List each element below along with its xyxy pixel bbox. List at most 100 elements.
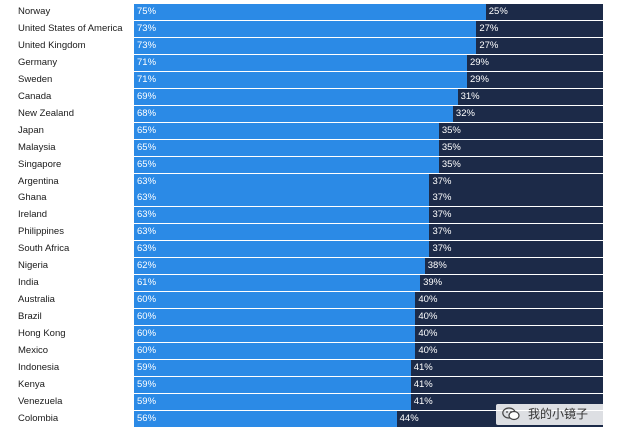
bar-segment-series-2 <box>420 275 603 292</box>
category-label: Malaysia <box>18 141 56 153</box>
bar-segment-series-2 <box>485 4 603 20</box>
chart-row: Germany 71% 29% <box>0 54 640 71</box>
chart-row: Malaysia 65% 35% <box>0 139 640 156</box>
bar-segment-series-1 <box>134 258 425 275</box>
watermark-text: 我的小镜子 <box>528 407 589 421</box>
category-label: Norway <box>18 6 51 17</box>
data-label-series-1: 71% <box>137 56 157 68</box>
category-label: Japan <box>18 124 44 136</box>
bar-segment-series-2 <box>415 292 603 309</box>
bar-segment-series-1 <box>134 292 416 309</box>
category-label: Philippines <box>18 226 64 238</box>
data-label-series-2: 37% <box>432 226 452 238</box>
category-label: Colombia <box>18 412 59 424</box>
chart-row: Indonesia 59% 41% <box>0 359 640 376</box>
category-label: Hong Kong <box>18 328 66 340</box>
category-label: United Kingdom <box>18 39 86 51</box>
category-label: Canada <box>18 90 52 102</box>
data-label-series-1: 63% <box>137 175 157 187</box>
chart-row: Japan 65% 35% <box>0 122 640 139</box>
data-label-series-1: 60% <box>137 311 157 323</box>
chart-row: India 61% 39% <box>0 275 640 292</box>
data-label-series-2: 41% <box>413 361 433 373</box>
bar-segment-series-2 <box>438 156 603 173</box>
data-label-series-2: 29% <box>469 73 489 85</box>
category-label: Australia <box>18 294 55 306</box>
chart-row: Brazil 60% 40% <box>0 309 640 326</box>
chart-row: Norway 75% 25% <box>0 4 640 20</box>
data-label-series-1: 62% <box>137 260 157 272</box>
category-label: Brazil <box>18 311 42 323</box>
data-label-series-2: 41% <box>413 378 433 390</box>
chart-row: United Kingdom 73% 27% <box>0 37 640 54</box>
chart-row: Canada 69% 31% <box>0 88 640 105</box>
bar-segment-series-2 <box>457 88 603 105</box>
data-label-series-1: 73% <box>137 22 157 34</box>
data-label-series-2: 35% <box>441 158 461 170</box>
data-label-series-1: 56% <box>137 412 157 424</box>
data-label-series-1: 63% <box>137 243 157 255</box>
data-label-series-2: 25% <box>488 6 508 17</box>
bar-segment-series-2 <box>476 20 603 37</box>
bar-segment-series-2 <box>429 173 603 190</box>
chart-row: Philippines 63% 37% <box>0 224 640 241</box>
bar-segment-series-1 <box>134 20 477 37</box>
data-label-series-2: 37% <box>432 243 452 255</box>
bar-segment-series-2 <box>438 122 603 139</box>
data-label-series-1: 59% <box>137 361 157 373</box>
data-label-series-2: 29% <box>469 56 489 68</box>
bar-segment-series-1 <box>134 326 416 343</box>
data-label-series-1: 63% <box>137 192 157 204</box>
bar-segment-series-1 <box>134 156 439 173</box>
bar-segment-series-2 <box>415 343 603 359</box>
bar-segment-series-2 <box>415 326 603 343</box>
chart-row: Sweden 71% 29% <box>0 71 640 88</box>
category-label: Kenya <box>18 378 45 390</box>
bar-segment-series-1 <box>134 54 467 71</box>
category-label: Nigeria <box>18 260 49 272</box>
bar-segment-series-1 <box>134 309 416 326</box>
bar-segment-series-2 <box>466 54 603 71</box>
bar-segment-series-1 <box>134 4 486 20</box>
data-label-series-1: 63% <box>137 226 157 238</box>
bar-segment-series-2 <box>415 309 603 326</box>
bar-segment-series-2 <box>429 241 603 258</box>
bar-segment-series-1 <box>134 376 411 393</box>
data-label-series-1: 60% <box>137 294 157 306</box>
data-label-series-2: 37% <box>432 209 452 221</box>
data-label-series-1: 73% <box>137 39 157 51</box>
bar-segment-series-1 <box>134 105 453 122</box>
chart-row: Singapore 65% 35% <box>0 156 640 173</box>
data-label-series-1: 65% <box>137 141 157 153</box>
category-label: Singapore <box>18 158 62 170</box>
data-label-series-1: 69% <box>137 90 157 102</box>
category-label: United States of America <box>18 22 123 34</box>
data-label-series-2: 38% <box>427 260 447 272</box>
data-label-series-1: 75% <box>137 6 157 17</box>
data-label-series-2: 27% <box>479 22 499 34</box>
bar-segment-series-1 <box>134 224 430 241</box>
category-label: Argentina <box>18 175 59 187</box>
wechat-icon <box>502 407 520 421</box>
category-label: Germany <box>18 56 58 68</box>
bar-segment-series-1 <box>134 88 458 105</box>
bar-segment-series-1 <box>134 410 397 427</box>
data-label-series-2: 39% <box>423 277 443 289</box>
data-label-series-1: 60% <box>137 328 157 340</box>
chart-row: Nigeria 62% 38% <box>0 258 640 275</box>
bar-segment-series-1 <box>134 190 430 207</box>
data-label-series-2: 40% <box>418 311 438 323</box>
data-label-series-1: 59% <box>137 395 157 407</box>
bar-segment-series-2 <box>429 207 603 224</box>
bar-segment-series-1 <box>134 393 411 410</box>
category-label: Sweden <box>18 73 53 85</box>
bar-segment-series-1 <box>134 241 430 258</box>
data-label-series-2: 37% <box>432 175 452 187</box>
chart-row: Ghana 63% 37% <box>0 190 640 207</box>
watermark: 我的小镜子 <box>496 404 640 425</box>
category-label: Ghana <box>18 192 47 204</box>
bar-segment-series-1 <box>134 173 430 190</box>
bar-segment-series-2 <box>429 224 603 241</box>
bar-segment-series-2 <box>424 258 603 275</box>
bar-segment-series-1 <box>134 207 430 224</box>
